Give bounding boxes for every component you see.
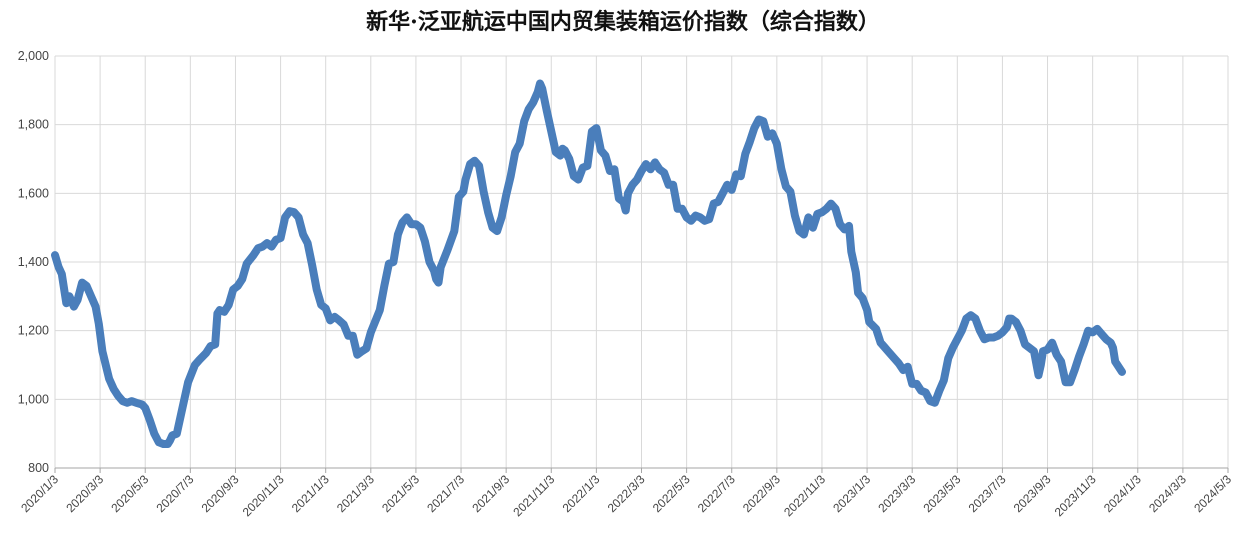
x-tick-label: 2022/9/3	[740, 472, 783, 515]
x-tick-label: 2021/5/3	[379, 472, 422, 515]
x-tick-label: 2024/5/3	[1191, 472, 1234, 515]
y-tick-label: 800	[28, 461, 49, 475]
y-tick-label: 1,800	[18, 118, 49, 132]
x-tick-label: 2022/3/3	[605, 472, 648, 515]
x-tick-label: 2020/9/3	[199, 472, 242, 515]
y-axis-ticks: 800 1,000 1,200 1,400 1,600 1,800 2,000	[18, 49, 49, 475]
x-tick-label: 2023/9/3	[1011, 472, 1054, 515]
axes	[54, 467, 1229, 473]
x-tick-label: 2022/1/3	[560, 472, 603, 515]
x-tick-label: 2023/11/3	[1052, 472, 1099, 519]
x-tick-label: 2023/5/3	[920, 472, 963, 515]
x-tick-label: 2020/7/3	[154, 472, 197, 515]
y-tick-label: 1,000	[18, 392, 49, 406]
x-tick-label: 2021/9/3	[469, 472, 512, 515]
y-tick-label: 1,600	[18, 186, 49, 200]
chart-title: 新华·泛亚航运中国内贸集装箱运价指数（综合指数）	[366, 9, 880, 35]
x-tick-label: 2021/11/3	[510, 472, 557, 519]
x-tick-label: 2022/7/3	[695, 472, 738, 515]
x-axis-ticks: 2020/1/3 2020/3/3 2020/5/3 2020/7/3 2020/9/3…	[18, 472, 1234, 519]
x-tick-label: 2023/7/3	[966, 472, 1009, 515]
x-tick-label: 2024/3/3	[1146, 472, 1189, 515]
x-tick-label: 2020/11/3	[240, 472, 287, 519]
x-tick-label: 2022/5/3	[650, 472, 693, 515]
x-tick-label: 2021/7/3	[424, 472, 467, 515]
x-tick-label: 2022/11/3	[781, 472, 828, 519]
series-line	[51, 79, 1126, 448]
y-tick-label: 2,000	[18, 49, 49, 63]
x-tick-label: 2024/1/3	[1101, 472, 1144, 515]
y-tick-label: 1,200	[18, 324, 49, 338]
x-tick-label: 2020/5/3	[108, 472, 151, 515]
y-tick-label: 1,400	[18, 255, 49, 269]
x-tick-label: 2023/1/3	[830, 472, 873, 515]
x-tick-label: 2023/3/3	[875, 472, 918, 515]
x-tick-label: 2021/3/3	[334, 472, 377, 515]
x-tick-label: 2021/1/3	[289, 472, 332, 515]
gridlines	[54, 55, 1229, 469]
x-tick-label: 2020/1/3	[18, 472, 61, 515]
x-tick-label: 2020/3/3	[63, 472, 106, 515]
series-layer	[51, 79, 1126, 448]
